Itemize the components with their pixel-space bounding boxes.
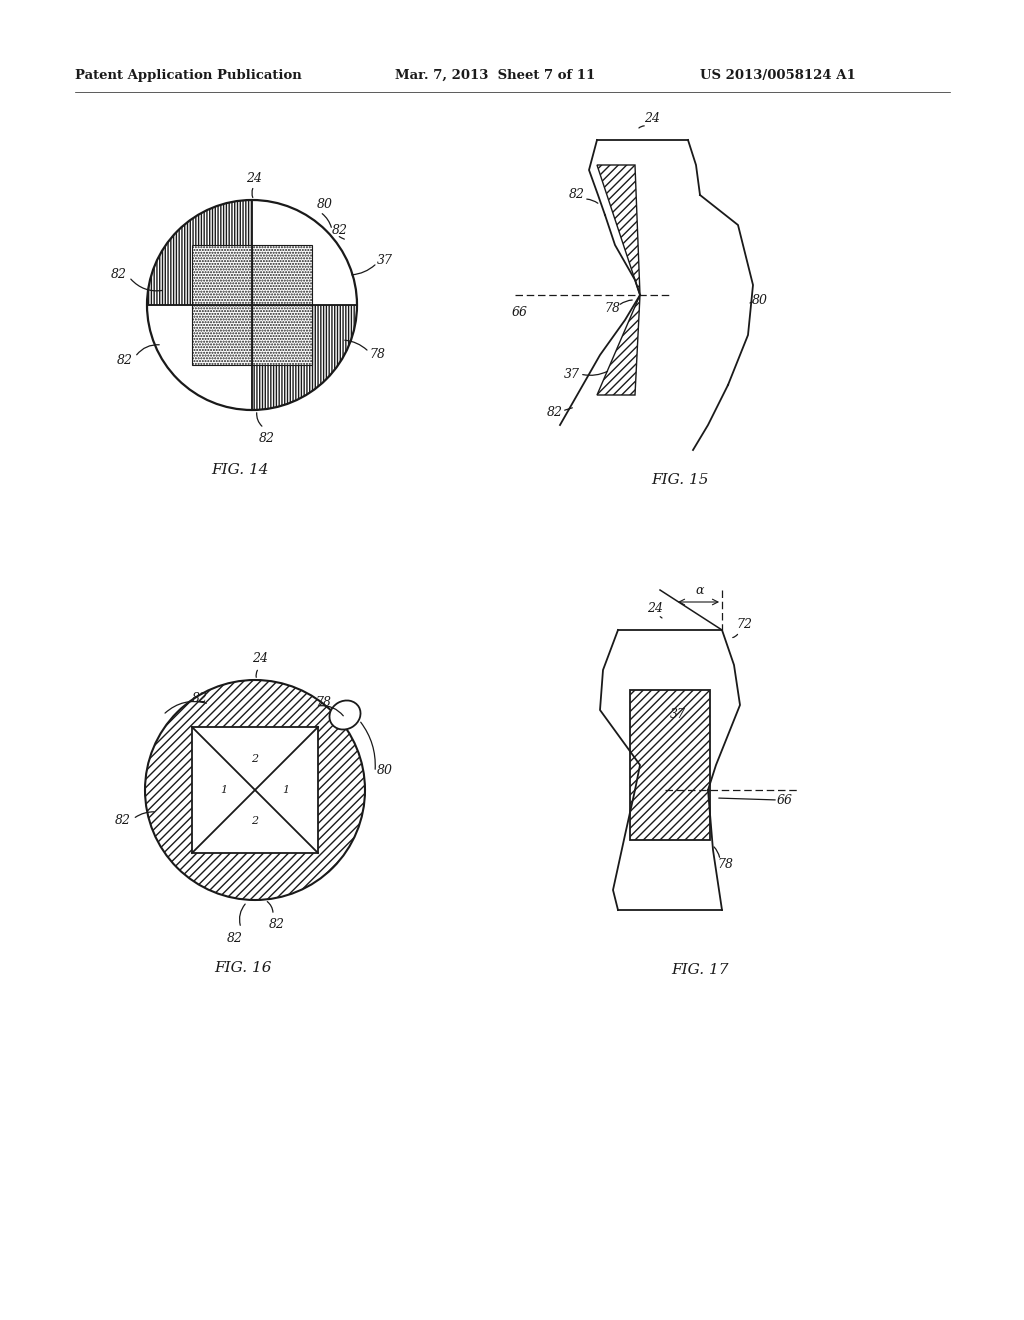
Text: Mar. 7, 2013  Sheet 7 of 11: Mar. 7, 2013 Sheet 7 of 11 bbox=[395, 69, 595, 82]
Text: 82: 82 bbox=[547, 407, 563, 420]
Ellipse shape bbox=[330, 701, 360, 730]
Bar bbox=[630, 690, 710, 840]
Text: 66: 66 bbox=[777, 793, 793, 807]
Text: 1: 1 bbox=[220, 785, 227, 795]
Text: US 2013/0058124 A1: US 2013/0058124 A1 bbox=[700, 69, 856, 82]
Text: 82: 82 bbox=[111, 268, 127, 281]
Text: FIG. 17: FIG. 17 bbox=[672, 964, 729, 977]
Text: 24: 24 bbox=[644, 111, 660, 124]
Bar bbox=[193, 727, 318, 853]
Text: 2: 2 bbox=[252, 754, 259, 764]
Text: 80: 80 bbox=[752, 293, 768, 306]
Text: 1: 1 bbox=[283, 785, 290, 795]
Bar bbox=[252, 246, 312, 305]
Text: 72: 72 bbox=[736, 619, 752, 631]
Wedge shape bbox=[147, 305, 252, 411]
Text: 80: 80 bbox=[317, 198, 333, 211]
Text: 37: 37 bbox=[377, 253, 393, 267]
Text: 82: 82 bbox=[227, 932, 243, 945]
Text: 82: 82 bbox=[115, 813, 131, 826]
Text: 2: 2 bbox=[252, 816, 259, 826]
Text: 78: 78 bbox=[369, 348, 385, 362]
Polygon shape bbox=[597, 165, 640, 294]
Bar bbox=[252, 305, 312, 366]
Text: 24: 24 bbox=[252, 652, 268, 664]
Text: FIG. 15: FIG. 15 bbox=[651, 473, 709, 487]
Bar bbox=[193, 246, 312, 366]
Text: 78: 78 bbox=[315, 696, 331, 709]
Text: 82: 82 bbox=[117, 354, 133, 367]
Text: 82: 82 bbox=[259, 432, 275, 445]
Circle shape bbox=[147, 201, 357, 411]
Wedge shape bbox=[147, 201, 252, 305]
Text: α: α bbox=[695, 583, 705, 597]
Text: 24: 24 bbox=[647, 602, 663, 615]
Text: FIG. 16: FIG. 16 bbox=[214, 961, 271, 975]
Bar bbox=[193, 246, 252, 305]
Text: 66: 66 bbox=[512, 305, 528, 318]
Bar bbox=[193, 305, 252, 366]
Wedge shape bbox=[252, 305, 357, 411]
Circle shape bbox=[145, 680, 365, 900]
Text: FIG. 14: FIG. 14 bbox=[211, 463, 268, 477]
Circle shape bbox=[145, 680, 365, 900]
Text: 37: 37 bbox=[670, 709, 686, 722]
Text: 82: 82 bbox=[193, 692, 208, 705]
Text: 78: 78 bbox=[604, 302, 620, 315]
Text: 82: 82 bbox=[569, 189, 585, 202]
Text: 80: 80 bbox=[377, 763, 393, 776]
Text: Patent Application Publication: Patent Application Publication bbox=[75, 69, 302, 82]
Text: 82: 82 bbox=[269, 919, 285, 932]
Text: 37: 37 bbox=[564, 368, 580, 381]
Polygon shape bbox=[597, 294, 640, 395]
Text: 82: 82 bbox=[332, 223, 348, 236]
Text: 24: 24 bbox=[246, 172, 262, 185]
Text: 78: 78 bbox=[717, 858, 733, 871]
Wedge shape bbox=[252, 201, 357, 305]
